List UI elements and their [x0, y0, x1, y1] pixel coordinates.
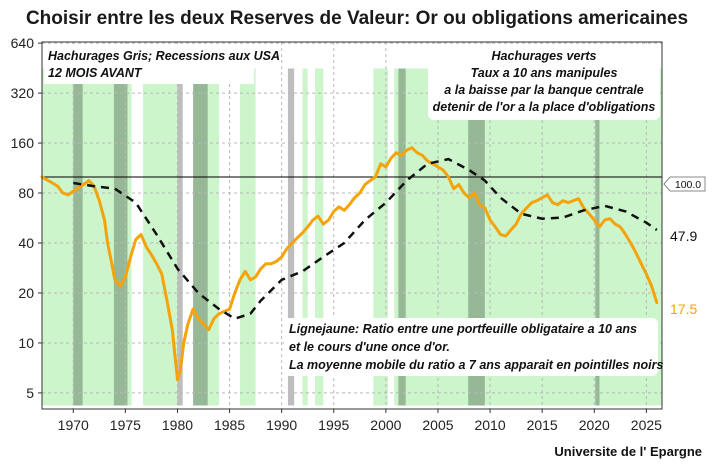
annotation-legend-box — [284, 318, 658, 376]
y-axis-ticks: 640 320 160 80 40 20 10 5 — [11, 35, 42, 401]
x-tick-label-1: 1975 — [110, 417, 141, 433]
x-tick-label-6: 2000 — [370, 417, 401, 433]
annotation-recessions-box — [44, 44, 254, 84]
green-band-0 — [42, 68, 76, 406]
y-tick-label-5: 20 — [18, 285, 34, 301]
grey-band-5 — [398, 68, 406, 406]
x-tick-label-2: 1980 — [162, 417, 193, 433]
chart-title: Choisir entre les deux Reserves de Valeu… — [26, 8, 688, 29]
annotation-legend: Lignejaune: Ratio entre une portfeuille … — [284, 318, 663, 376]
y-tick-label-7: 5 — [26, 385, 34, 401]
grey-band-7 — [595, 68, 600, 406]
annotation-legend-line-3: La moyenne mobile du ratio a 7 ans appar… — [289, 358, 663, 372]
green-band-4 — [239, 68, 256, 406]
grey-band-2 — [177, 68, 183, 406]
x-tick-label-10: 2020 — [579, 417, 610, 433]
annotation-legend-line-2: et le cours d'une once d'or. — [289, 340, 450, 354]
grey-band-4 — [287, 68, 295, 406]
grey-band-1 — [113, 68, 128, 406]
y-tick-label-1: 320 — [11, 85, 35, 101]
ratio-end-label: 17.5 — [670, 301, 697, 317]
grey-band-0 — [73, 68, 83, 406]
green-band-6 — [315, 68, 324, 406]
reference-callout-box — [663, 176, 706, 192]
y-tick-label-0: 640 — [11, 35, 35, 51]
x-tick-label-9: 2015 — [527, 417, 558, 433]
series-group — [40, 146, 659, 382]
annotation-green-line-2: Taux a 10 ans manipules — [471, 66, 618, 80]
annotation-recessions-line-2: 12 MOIS AVANT — [48, 66, 143, 80]
source-label: Universite de l' Epargne — [554, 444, 702, 459]
annotation-recessions: Hachurages Gris; Recessions aux USA 12 M… — [44, 44, 280, 84]
annotation-green-bands-box — [428, 44, 660, 120]
ratio-line — [40, 146, 659, 382]
plot-frame — [41, 41, 663, 410]
y-tick-label-6: 10 — [18, 335, 34, 351]
y-tick-label-2: 160 — [11, 135, 35, 151]
reference-callout: 100.0 — [663, 176, 706, 192]
annotation-green-line-1: Hachurages verts — [492, 49, 597, 63]
green-band-2 — [143, 68, 178, 406]
y-tick-label-4: 40 — [18, 235, 34, 251]
moving-average-line — [73, 157, 658, 321]
x-tick-label-5: 1995 — [318, 417, 349, 433]
x-tick-label-11: 2025 — [631, 417, 662, 433]
annotation-green-line-4: detenir de l'or a la place d'obligations — [433, 100, 656, 114]
reference-callout-label: 100.0 — [675, 179, 701, 191]
annotation-green-line-3: a la baisse par la banque centrale — [444, 83, 643, 97]
x-tick-label-8: 2010 — [474, 417, 505, 433]
moving-average-end-label: 47.9 — [670, 228, 697, 244]
y-tick-label-3: 80 — [18, 185, 34, 201]
green-band-5 — [302, 68, 308, 406]
x-tick-label-0: 1970 — [58, 417, 89, 433]
x-axis-ticks: 1970 1975 1980 1985 1990 1995 2000 2005 2010 2015… — [58, 409, 662, 433]
x-tick-label-4: 1990 — [266, 417, 297, 433]
annotation-recessions-line-1: Hachurages Gris; Recessions aux USA — [48, 49, 280, 63]
annotation-green-bands: Hachurages verts Taux a 10 ans manipules… — [428, 44, 660, 120]
x-tick-label-3: 1985 — [214, 417, 245, 433]
grey-band-3 — [193, 68, 208, 406]
x-tick-label-7: 2005 — [422, 417, 453, 433]
annotation-legend-line-1: Lignejaune: Ratio entre une portfeuille … — [289, 322, 637, 336]
